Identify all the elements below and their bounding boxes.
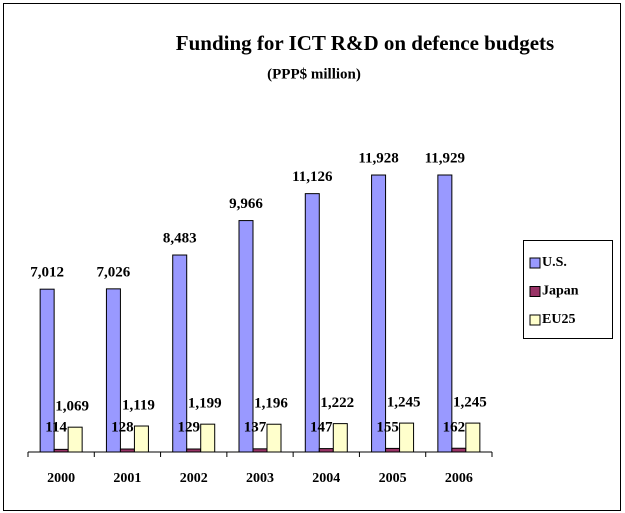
x-tick-label: 2000 [47,471,75,486]
x-tick-label: 2002 [180,471,208,486]
x-tick-label: 2003 [246,471,274,486]
bar [119,448,135,453]
data-label: 7,026 [97,264,131,280]
bar [172,254,188,453]
data-label: 1,069 [55,399,89,415]
bar [465,422,481,453]
data-label: 9,966 [229,196,263,212]
data-label: 1,222 [320,395,354,411]
legend-label: EU25 [542,312,575,327]
bar [451,447,467,453]
bar [252,448,268,453]
data-label: 1,245 [453,395,487,411]
bar [437,174,453,453]
bar [200,423,216,453]
data-label: 7,012 [30,265,64,281]
bar [304,193,320,453]
bar [318,448,334,453]
data-label: 1,119 [122,397,155,413]
data-label: 162 [443,419,466,435]
chart-title: Funding for ICT R&D on defence budgets [176,31,554,55]
bar [399,422,415,453]
data-label: 1,196 [254,396,288,412]
bar [385,447,401,453]
data-label: 11,126 [292,169,333,185]
data-label: 128 [111,419,134,435]
data-label: 11,928 [358,150,398,166]
data-label: 11,929 [425,150,465,166]
x-tick-label: 2004 [312,471,340,486]
x-tick-label: 2006 [445,471,473,486]
data-label: 137 [244,419,267,435]
legend-swatch [529,257,541,269]
legend-label: Japan [542,284,579,299]
bar [39,288,55,453]
bar [67,426,83,453]
legend-label: U.S. [542,255,567,270]
legend-swatch [529,314,541,326]
bar [105,288,121,453]
bar [238,220,254,453]
data-label: 147 [310,419,333,435]
bar [371,174,387,453]
data-label: 155 [376,419,399,435]
legend-swatch [529,286,541,297]
data-label: 114 [45,419,67,435]
data-label: 129 [177,419,200,435]
data-label: 1,245 [387,395,421,411]
x-tick-label: 2005 [379,471,407,486]
data-label: 1,199 [188,396,222,412]
bar [332,423,348,453]
x-tick-label: 2001 [113,471,141,486]
chart-subtitle: (PPP$ million) [267,66,361,82]
bar [266,423,282,453]
data-label: 8,483 [163,230,197,246]
bar [133,425,149,453]
bar [186,448,202,453]
bar [53,448,69,453]
